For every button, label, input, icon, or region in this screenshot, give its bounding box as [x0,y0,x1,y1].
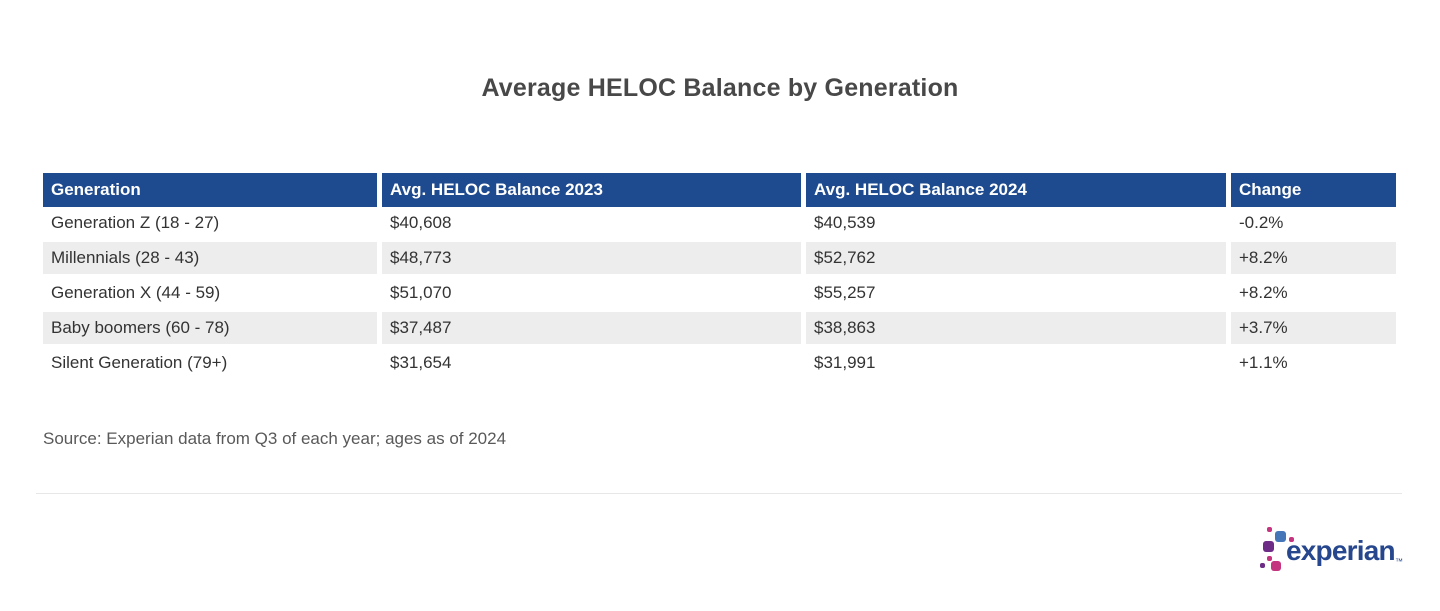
cell-generation: Generation X (44 - 59) [43,277,382,312]
cell-change: +8.2% [1231,277,1396,312]
experian-wordmark: experian [1286,535,1396,566]
cell-balance-2023: $37,487 [382,312,806,347]
column-header-generation: Generation [43,173,382,207]
cell-balance-2023: $51,070 [382,277,806,312]
experian-logo: experian ™ [1258,524,1408,574]
cell-change: +1.1% [1231,347,1396,382]
table-row: Silent Generation (79+) $31,654 $31,991 … [43,347,1396,382]
column-header-change: Change [1231,173,1396,207]
cell-balance-2023: $31,654 [382,347,806,382]
page-title: Average HELOC Balance by Generation [481,74,959,102]
column-header-balance-2024: Avg. HELOC Balance 2024 [806,173,1231,207]
cell-balance-2024: $31,991 [806,347,1231,382]
cell-balance-2023: $40,608 [382,207,806,242]
cell-balance-2024: $55,257 [806,277,1231,312]
cell-balance-2024: $38,863 [806,312,1231,347]
trademark-symbol: ™ [1395,557,1403,566]
table-row: Generation X (44 - 59) $51,070 $55,257 +… [43,277,1396,312]
experian-dots-icon [1258,524,1298,574]
heloc-balance-table: Generation Avg. HELOC Balance 2023 Avg. … [43,173,1396,382]
cell-balance-2024: $40,539 [806,207,1231,242]
cell-balance-2023: $48,773 [382,242,806,277]
table-row: Millennials (28 - 43) $48,773 $52,762 +8… [43,242,1396,277]
cell-change: +8.2% [1231,242,1396,277]
table-row: Generation Z (18 - 27) $40,608 $40,539 -… [43,207,1396,242]
cell-generation: Millennials (28 - 43) [43,242,382,277]
source-note: Source: Experian data from Q3 of each ye… [43,429,507,448]
cell-change: -0.2% [1231,207,1396,242]
cell-generation: Baby boomers (60 - 78) [43,312,382,347]
footer-divider [36,493,1402,494]
table-header-row: Generation Avg. HELOC Balance 2023 Avg. … [43,173,1396,207]
table-row: Baby boomers (60 - 78) $37,487 $38,863 +… [43,312,1396,347]
cell-change: +3.7% [1231,312,1396,347]
cell-generation: Generation Z (18 - 27) [43,207,382,242]
cell-balance-2024: $52,762 [806,242,1231,277]
cell-generation: Silent Generation (79+) [43,347,382,382]
column-header-balance-2023: Avg. HELOC Balance 2023 [382,173,806,207]
